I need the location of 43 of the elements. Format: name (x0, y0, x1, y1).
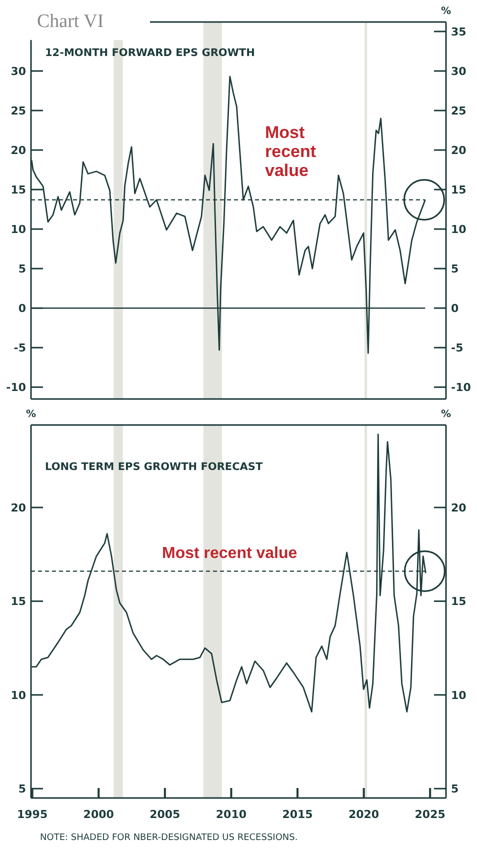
y2-tick-label: 20 (451, 144, 467, 157)
y-tick-label: 20 (10, 501, 26, 514)
y-tick-label: 0 (18, 302, 26, 315)
y-tick-label: 15 (10, 183, 26, 196)
y-tick-label: 5 (18, 262, 26, 276)
text: 12-MONTH FORWARD EPS GROWTH (45, 47, 255, 59)
y2-tick-label: 5 (451, 262, 459, 276)
y-tick-label: 15 (10, 595, 26, 608)
y2-tick-label: 20 (451, 501, 467, 514)
y2-tick-label: 30 (451, 64, 467, 78)
y2-tick-label: 10 (451, 688, 467, 702)
y2-tick-label: -5 (451, 341, 464, 354)
y-axis-title: % (26, 409, 36, 420)
x-tick-label: 2025 (414, 808, 446, 821)
x-tick-label: 2020 (348, 808, 380, 821)
y2-tick-label: 35 (451, 25, 466, 38)
y-tick-label: 30 (10, 64, 26, 78)
x-tick-label: 2015 (282, 808, 313, 821)
y2-tick-label: -10 (451, 380, 472, 394)
y-tick-label: 10 (10, 222, 26, 236)
y-tick-label: 25 (10, 104, 26, 118)
y2-tick-label: 25 (451, 104, 466, 118)
y2-tick-label: 5 (451, 782, 459, 796)
x-tick-label: 1995 (17, 808, 48, 821)
y-tick-label: 10 (10, 688, 26, 702)
y2-tick-label: 10 (451, 222, 467, 236)
x-tick-label: 2000 (83, 808, 114, 821)
ref-line-label: Most recent value (265, 123, 316, 180)
y-tick-label: -5 (14, 341, 26, 354)
y2-axis-title: % (440, 409, 452, 420)
y2-tick-label: 15 (451, 183, 466, 196)
y2-tick-label: 0 (451, 302, 459, 315)
y-tick-label: 5 (18, 782, 26, 796)
chart-title: Chart VI (37, 11, 104, 32)
y2-axis-title: % (440, 6, 452, 17)
y-tick-label: 20 (10, 144, 26, 157)
ref-line-label: Most recent value (162, 545, 298, 562)
y2-tick-label: 15 (451, 595, 466, 608)
y-tick-label: -10 (6, 380, 26, 394)
text: LONG TERM EPS GROWTH FORECAST (45, 461, 264, 473)
text: NOTE: SHADED FOR NBER-DESIGNATED US RECESSIONS. (40, 833, 298, 843)
x-tick-label: 2010 (216, 808, 247, 821)
x-tick-label: 2005 (150, 808, 180, 821)
